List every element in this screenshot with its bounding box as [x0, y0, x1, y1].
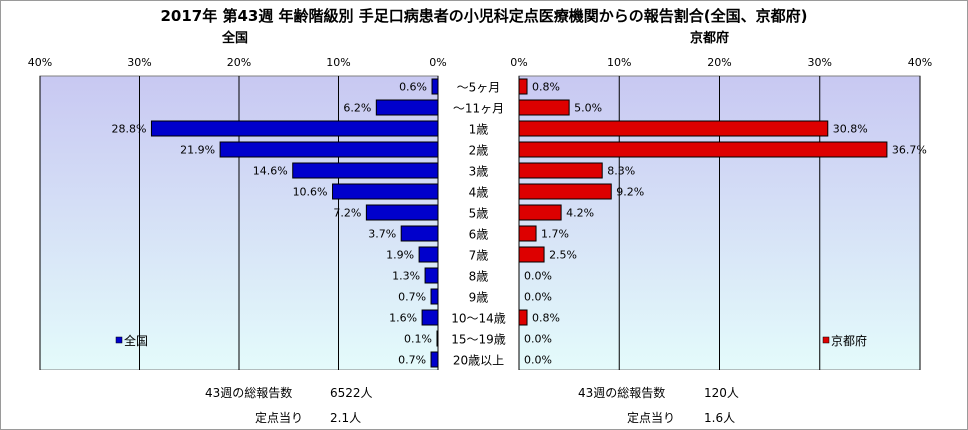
left-data-label: 0.6%	[399, 81, 427, 94]
right-data-label: 0.0%	[524, 270, 552, 283]
category-label: ～5ヶ月	[457, 81, 501, 95]
right-data-label: 0.8%	[532, 81, 560, 94]
category-label: 6歳	[469, 228, 489, 242]
left-bar	[219, 141, 439, 158]
right-tick-label: 30%	[808, 56, 832, 69]
right-data-label: 30.8%	[833, 123, 868, 136]
left-data-label: 28.8%	[111, 123, 146, 136]
chart-svg: 40% 30% 20% 10% 0% 0% 10% 20% 30% 40% ～5ヶ月 0.6% 0.8%…	[28, 56, 932, 370]
left-per-label: 定点当り	[255, 411, 304, 425]
right-tick-label: 40%	[908, 56, 932, 69]
category-label: 3歳	[469, 165, 489, 179]
category-label: 10～14歳	[451, 312, 506, 326]
left-data-label: 21.9%	[180, 144, 215, 157]
chart-title: 2017年 第43週 年齢階級別 手足口病患者の小児科定点医療機関からの報告割合…	[160, 7, 808, 25]
left-per-value: 2.1人	[330, 411, 362, 425]
right-data-label: 0.0%	[524, 291, 552, 304]
right-per-value: 1.6人	[704, 411, 736, 425]
category-label: ～11ヶ月	[453, 102, 504, 116]
left-bar	[332, 183, 439, 200]
right-data-label: 8.3%	[607, 165, 635, 178]
left-bar	[150, 120, 439, 137]
left-bar	[424, 267, 439, 284]
category-label: 2歳	[469, 144, 489, 158]
left-legend-label: 全国	[124, 333, 148, 348]
right-data-label: 4.2%	[566, 207, 594, 220]
left-bar	[292, 162, 439, 179]
category-label: 20歳以上	[453, 354, 504, 368]
right-data-label: 2.5%	[549, 249, 577, 262]
right-legend-swatch	[822, 336, 830, 344]
left-bar	[418, 246, 439, 263]
left-tick-label: 40%	[28, 56, 52, 69]
right-panel-title: 京都府	[690, 31, 730, 46]
left-data-label: 14.6%	[253, 165, 288, 178]
right-bar	[518, 183, 612, 200]
left-panel-title: 全国	[222, 31, 249, 46]
right-data-label: 5.0%	[574, 102, 602, 115]
right-data-label: 0.0%	[524, 354, 552, 367]
right-data-label: 0.0%	[524, 333, 552, 346]
right-data-label: 9.2%	[616, 186, 644, 199]
category-label: 15～19歳	[451, 333, 506, 347]
category-label: 5歳	[469, 207, 489, 221]
left-bar	[400, 225, 439, 242]
category-label: 7歳	[469, 249, 489, 263]
right-bar	[518, 141, 888, 158]
left-data-label: 3.7%	[368, 228, 396, 241]
left-total-label: 43週の総報告数	[205, 386, 293, 400]
right-data-label: 1.7%	[541, 228, 569, 241]
right-tick-label: 10%	[607, 56, 631, 69]
left-tick-label: 0%	[429, 56, 446, 69]
right-data-label: 36.7%	[892, 144, 927, 157]
right-data-label: 0.8%	[532, 312, 560, 325]
left-data-label: 1.9%	[386, 249, 414, 262]
right-bar	[518, 225, 537, 242]
category-label: 4歳	[469, 186, 489, 200]
left-data-label: 10.6%	[293, 186, 328, 199]
left-data-label: 0.7%	[398, 291, 426, 304]
right-bar	[518, 162, 603, 179]
left-data-label: 0.7%	[398, 354, 426, 367]
left-bar	[436, 330, 439, 347]
left-bar	[421, 309, 439, 326]
right-per-label: 定点当り	[627, 411, 676, 425]
right-bar	[518, 99, 570, 116]
right-bar	[518, 309, 528, 326]
right-tick-label: 0%	[510, 56, 527, 69]
right-bar	[518, 120, 829, 137]
left-data-label: 1.3%	[392, 270, 420, 283]
left-data-label: 1.6%	[389, 312, 417, 325]
left-bar	[365, 204, 439, 221]
right-tick-label: 20%	[707, 56, 731, 69]
category-label: 8歳	[469, 270, 489, 284]
right-bar	[518, 78, 528, 95]
right-legend-label: 京都府	[831, 333, 867, 348]
category-label: 1歳	[469, 123, 489, 137]
category-label: 9歳	[469, 291, 489, 305]
left-bar	[430, 288, 439, 305]
left-tick-label: 30%	[127, 56, 151, 69]
right-total-value: 120人	[704, 386, 739, 400]
left-total-value: 6522人	[330, 386, 373, 400]
left-data-label: 0.1%	[404, 333, 432, 346]
left-tick-label: 10%	[326, 56, 350, 69]
right-bar	[518, 204, 562, 221]
right-bar	[518, 246, 545, 263]
left-bar	[375, 99, 439, 116]
left-bar	[431, 78, 439, 95]
left-bar	[430, 351, 439, 368]
left-legend-swatch	[115, 336, 123, 344]
right-total-label: 43週の総報告数	[578, 386, 666, 400]
left-data-label: 7.2%	[333, 207, 361, 220]
left-data-label: 6.2%	[343, 102, 371, 115]
left-tick-label: 20%	[227, 56, 251, 69]
